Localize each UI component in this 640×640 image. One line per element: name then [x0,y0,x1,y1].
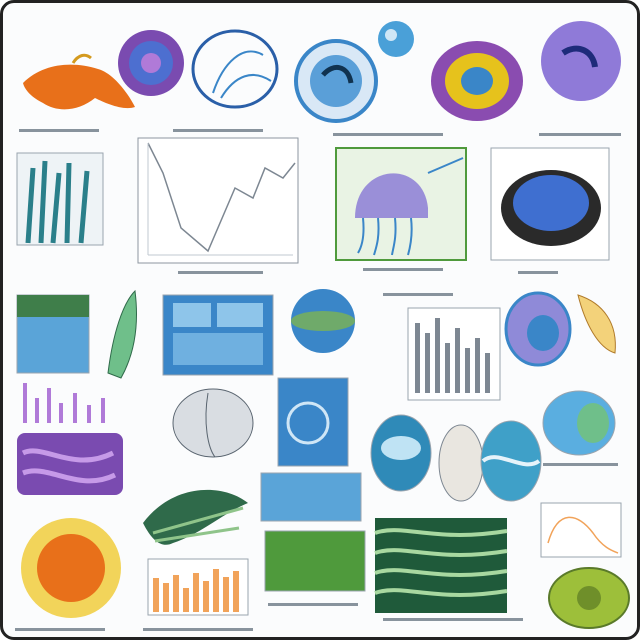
purple-orb-icon [541,21,621,101]
purple-cell-icon [118,30,184,96]
caption-bar [15,628,105,631]
teal-barrel-icon [480,420,542,502]
green-claw-icon [143,489,248,545]
blue-capsule-icon [542,390,616,456]
shell-icon [548,567,630,629]
orange-curve-icon [540,502,622,558]
bar-chart-icon [407,307,501,401]
orange-bars-icon [147,558,249,616]
purple-tubes-icon [17,433,123,495]
globe-icon [291,289,355,353]
water-tank-icon [16,294,90,374]
blue-panel-icon [277,377,349,467]
caption-bar [333,133,443,136]
urchin-icon [431,41,523,121]
green-stripes-icon [374,518,508,613]
seaweed-icon [16,152,104,246]
caption-bar [363,268,443,271]
leaf-sketch-icon [577,294,616,354]
small-blue-orb-icon [378,21,414,57]
purple-bars-icon [23,383,105,423]
green-machines-icon [260,472,366,592]
caption-bar [178,271,263,274]
jellyfish-icon [335,147,467,261]
blue-jar-icon [370,414,432,492]
plant-sprout-icon [107,289,137,379]
caption-bar [383,618,523,621]
caption-bar [543,463,618,466]
line-chart-icon [137,137,299,264]
orange-creature-icon [23,53,135,110]
caption-bar [383,293,453,296]
sun-cell-icon [21,518,121,618]
caption-bar [539,133,621,136]
caption-bar [19,129,99,132]
caption-bar [143,628,253,631]
white-organ-icon [438,424,484,502]
blue-chambers-icon [162,294,274,376]
caption-bar [268,603,358,606]
caption-bar [518,271,558,274]
caption-bar [173,129,263,132]
collage-canvas [16,21,630,629]
blue-sphere-icon [294,39,378,123]
brain-icon [172,388,254,458]
coral-icon [490,147,610,261]
blue-egg-icon [504,291,572,367]
blue-ring-icon [191,29,279,109]
